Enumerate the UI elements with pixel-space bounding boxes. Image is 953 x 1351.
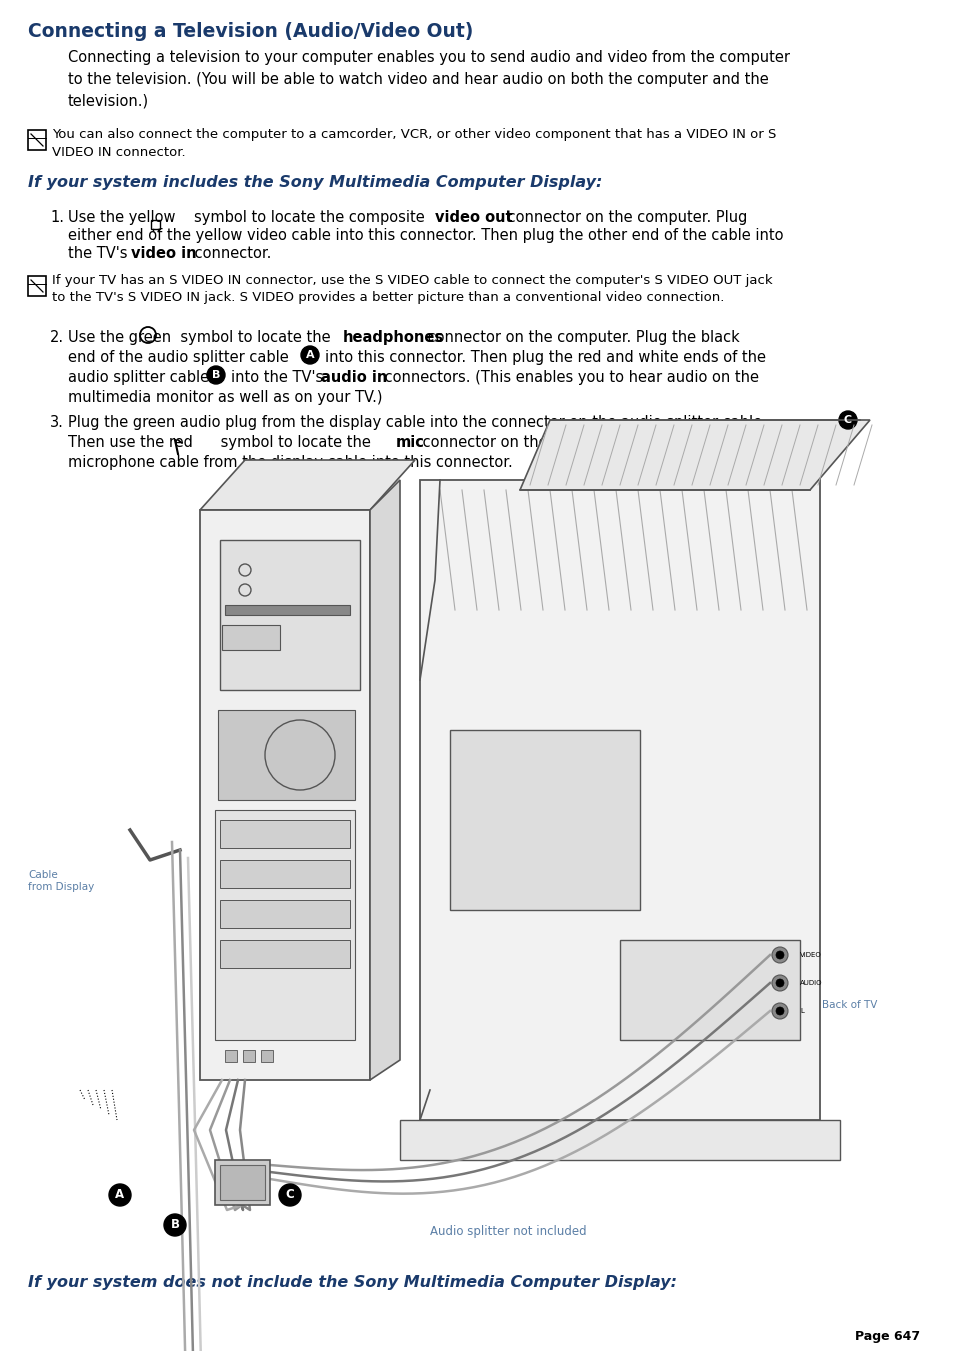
Polygon shape xyxy=(619,940,800,1040)
Text: either end of the yellow video cable into this connector. Then plug the other en: either end of the yellow video cable int… xyxy=(68,228,782,243)
Text: multimedia monitor as well as on your TV.): multimedia monitor as well as on your TV… xyxy=(68,390,382,405)
Text: Page 647: Page 647 xyxy=(854,1329,919,1343)
Text: .: . xyxy=(858,415,862,430)
Polygon shape xyxy=(220,940,350,969)
Polygon shape xyxy=(214,1161,270,1205)
Text: connectors. (This enables you to hear audio on the: connectors. (This enables you to hear au… xyxy=(379,370,759,385)
Text: A: A xyxy=(305,350,314,359)
Polygon shape xyxy=(419,480,820,1120)
Polygon shape xyxy=(243,1050,254,1062)
Polygon shape xyxy=(218,711,355,800)
Text: audio splitter cable: audio splitter cable xyxy=(68,370,213,385)
Circle shape xyxy=(301,346,318,363)
Text: connector on the computer. Plug the red: connector on the computer. Plug the red xyxy=(417,435,719,450)
Polygon shape xyxy=(220,540,359,690)
Polygon shape xyxy=(220,1165,265,1200)
Text: 1.: 1. xyxy=(50,209,64,226)
Text: B: B xyxy=(171,1219,179,1232)
Text: You can also connect the computer to a camcorder, VCR, or other video component : You can also connect the computer to a c… xyxy=(52,128,776,158)
Circle shape xyxy=(207,366,225,384)
Text: end of the audio splitter cable: end of the audio splitter cable xyxy=(68,350,294,365)
Polygon shape xyxy=(220,861,350,888)
Text: Connecting a television to your computer enables you to send audio and video fro: Connecting a television to your computer… xyxy=(68,50,789,108)
Text: mic: mic xyxy=(395,435,424,450)
Text: If your system includes the Sony Multimedia Computer Display:: If your system includes the Sony Multime… xyxy=(28,176,601,190)
Text: Then use the red      symbol to locate the: Then use the red symbol to locate the xyxy=(68,435,375,450)
Text: If your TV has an S VIDEO IN connector, use the S VIDEO cable to connect the com: If your TV has an S VIDEO IN connector, … xyxy=(52,274,772,304)
Text: C: C xyxy=(285,1189,294,1201)
Text: video in: video in xyxy=(131,246,196,261)
Polygon shape xyxy=(220,820,350,848)
Text: Use the green  symbol to locate the: Use the green symbol to locate the xyxy=(68,330,335,345)
Text: the TV's: the TV's xyxy=(68,246,132,261)
Polygon shape xyxy=(370,480,399,1079)
Circle shape xyxy=(109,1183,131,1206)
Polygon shape xyxy=(200,459,415,509)
Text: Cable
from Display: Cable from Display xyxy=(28,870,94,893)
Text: audio in: audio in xyxy=(320,370,387,385)
Polygon shape xyxy=(399,1120,840,1161)
Circle shape xyxy=(771,975,787,992)
Circle shape xyxy=(775,951,783,959)
Text: Use the yellow    symbol to locate the composite: Use the yellow symbol to locate the comp… xyxy=(68,209,429,226)
Circle shape xyxy=(278,1183,301,1206)
Text: AUDIO: AUDIO xyxy=(800,979,821,986)
Polygon shape xyxy=(200,509,370,1079)
Text: into this connector. Then plug the red and white ends of the: into this connector. Then plug the red a… xyxy=(325,350,765,365)
Text: A: A xyxy=(115,1189,125,1201)
Text: 3.: 3. xyxy=(50,415,64,430)
Polygon shape xyxy=(261,1050,273,1062)
Circle shape xyxy=(775,1006,783,1015)
Polygon shape xyxy=(450,730,639,911)
Text: Back of TV: Back of TV xyxy=(821,1000,877,1011)
Text: C: C xyxy=(843,415,851,426)
Text: microphone cable from the display cable into this connector.: microphone cable from the display cable … xyxy=(68,455,512,470)
Text: Plug the green audio plug from the display cable into the connector on the audio: Plug the green audio plug from the displ… xyxy=(68,415,766,430)
Text: headphones: headphones xyxy=(343,330,444,345)
Text: L: L xyxy=(800,1008,803,1015)
Circle shape xyxy=(838,411,856,430)
Circle shape xyxy=(771,947,787,963)
Polygon shape xyxy=(225,1050,236,1062)
Circle shape xyxy=(775,979,783,988)
Text: Audio splitter not included: Audio splitter not included xyxy=(430,1225,586,1238)
Text: connector on the computer. Plug: connector on the computer. Plug xyxy=(502,209,746,226)
Polygon shape xyxy=(214,811,355,1040)
Text: connector.: connector. xyxy=(190,246,271,261)
Text: VIDEO: VIDEO xyxy=(800,952,821,958)
Circle shape xyxy=(771,1002,787,1019)
Polygon shape xyxy=(225,605,350,615)
Text: 2.: 2. xyxy=(50,330,64,345)
Text: into the TV's: into the TV's xyxy=(231,370,328,385)
Polygon shape xyxy=(220,900,350,928)
Text: B: B xyxy=(212,370,220,380)
Text: video out: video out xyxy=(435,209,512,226)
Circle shape xyxy=(164,1215,186,1236)
Text: connector on the computer. Plug the black: connector on the computer. Plug the blac… xyxy=(422,330,739,345)
Polygon shape xyxy=(222,626,280,650)
Text: If your system does not include the Sony Multimedia Computer Display:: If your system does not include the Sony… xyxy=(28,1275,677,1290)
Text: Connecting a Television (Audio/Video Out): Connecting a Television (Audio/Video Out… xyxy=(28,22,473,41)
Polygon shape xyxy=(519,420,869,490)
